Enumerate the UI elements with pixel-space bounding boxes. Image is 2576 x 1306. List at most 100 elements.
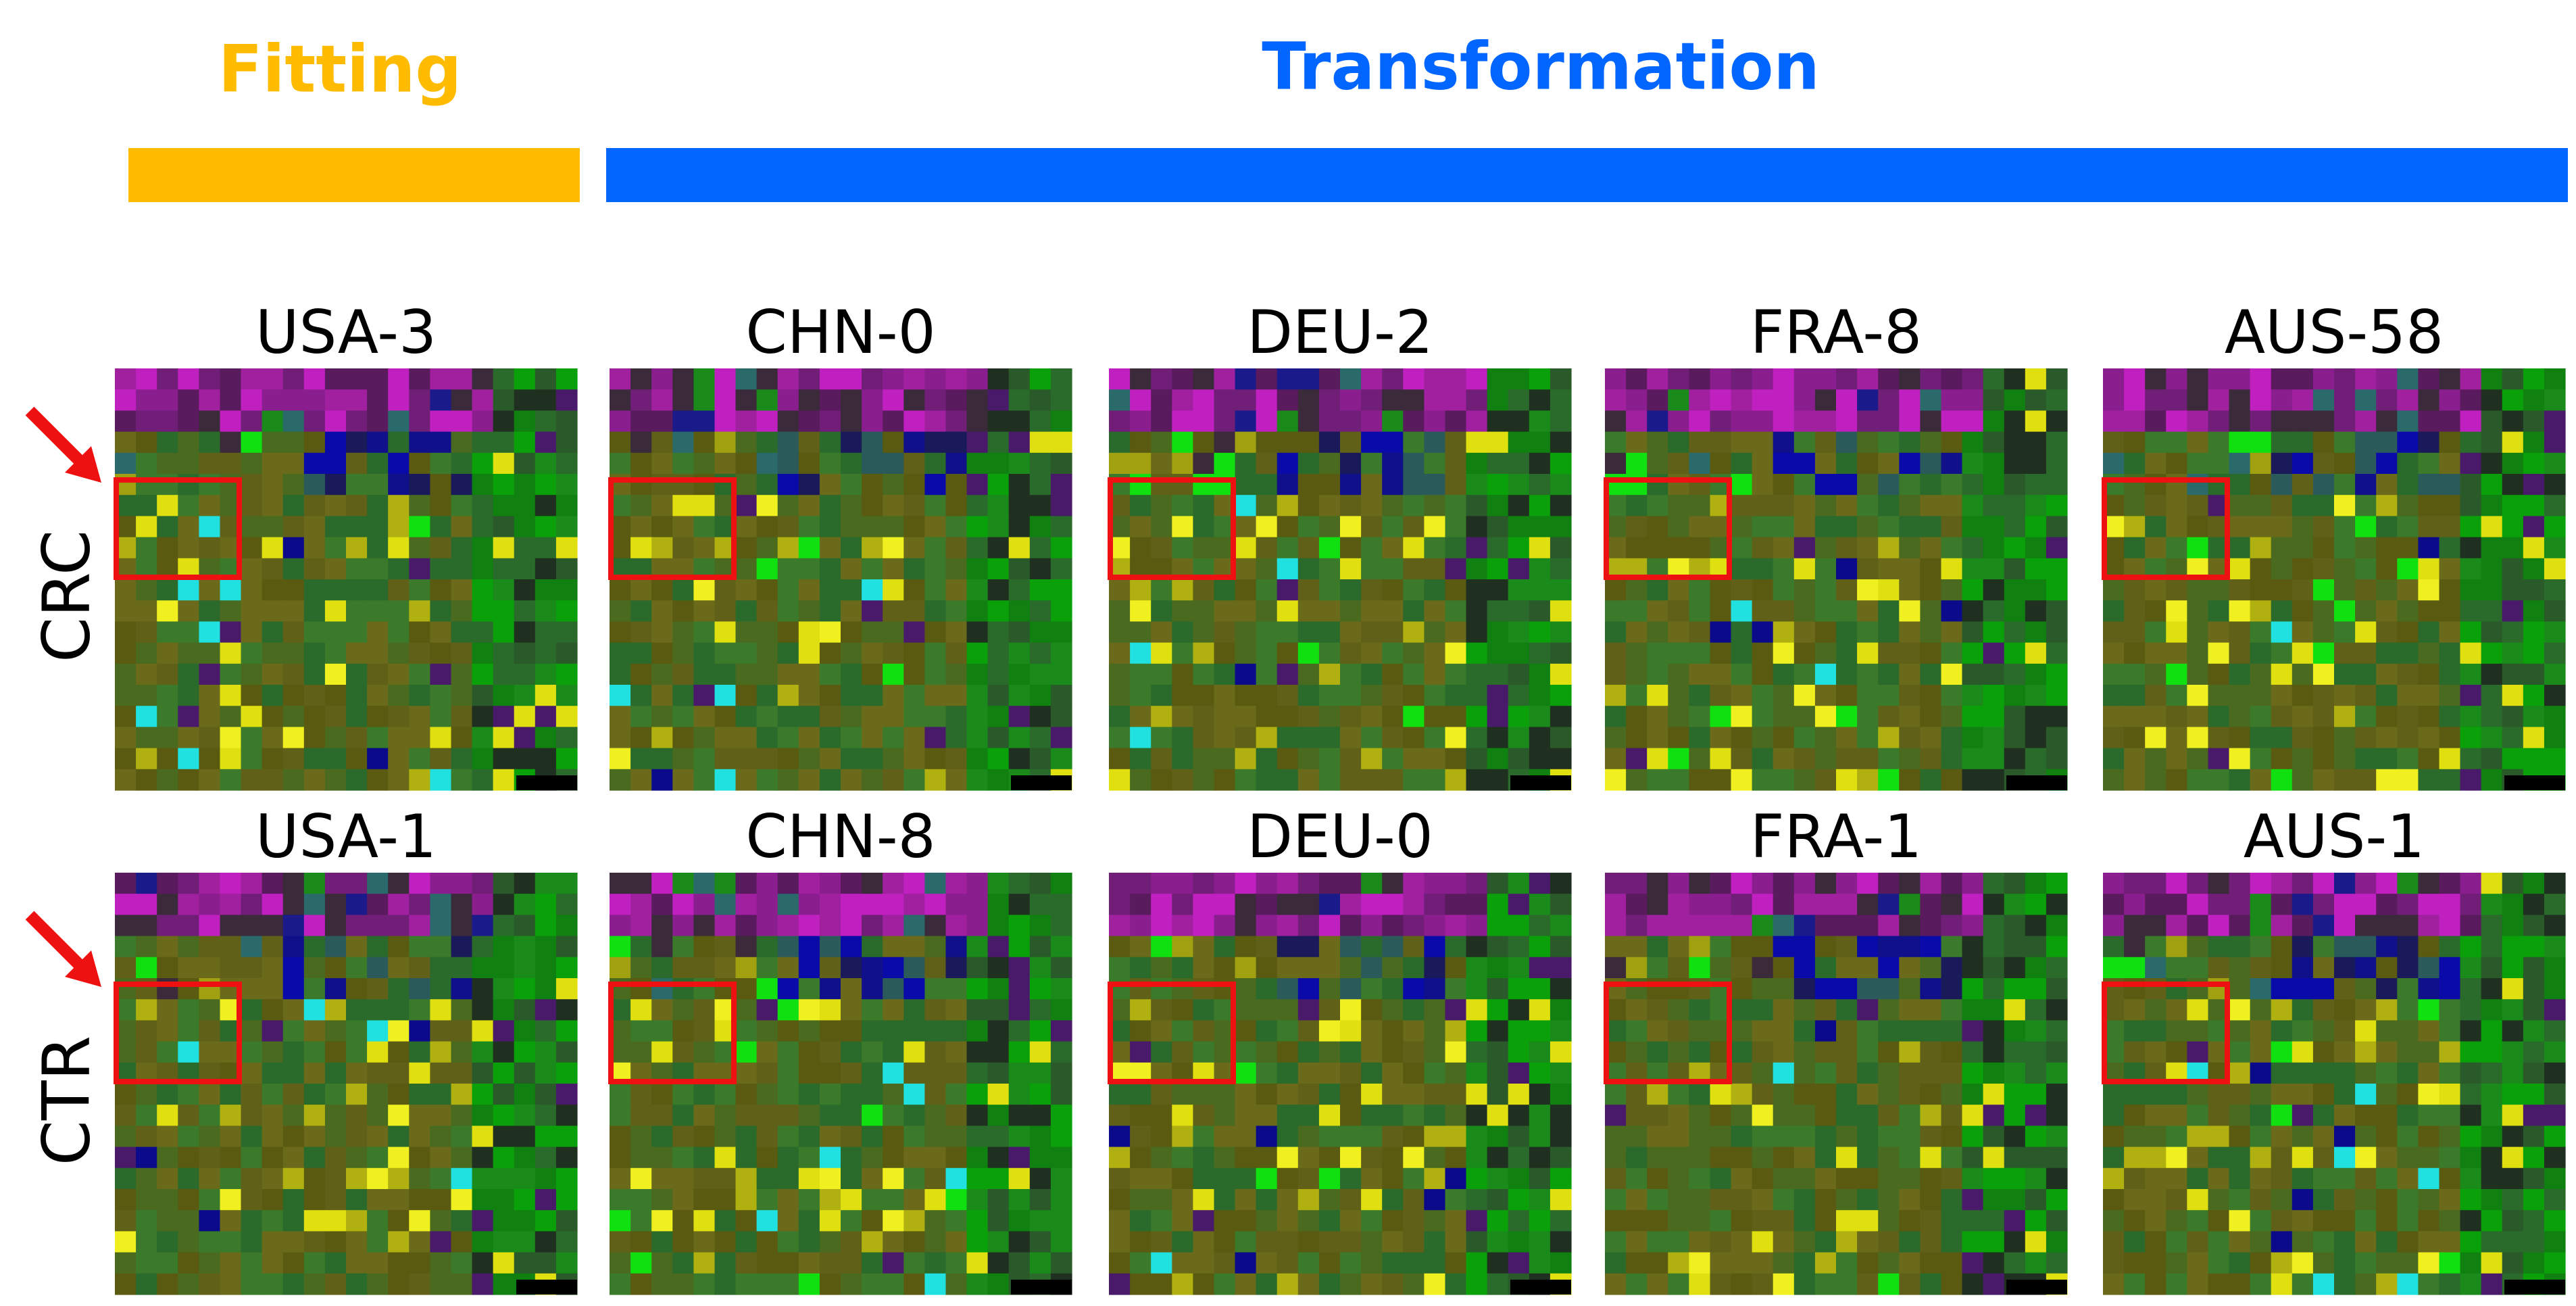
pixel	[2166, 642, 2187, 664]
pixel	[2025, 368, 2047, 390]
pixel	[1941, 1126, 1963, 1148]
pixel	[555, 1167, 578, 1190]
pixel	[262, 727, 284, 749]
pixel	[199, 516, 221, 538]
pixel	[735, 999, 758, 1021]
pixel	[430, 1020, 452, 1042]
pixel	[1487, 685, 1509, 706]
pixel	[1193, 1084, 1215, 1105]
pixel	[1647, 495, 1668, 516]
pixel	[924, 474, 947, 495]
pixel	[2004, 1189, 2026, 1211]
pixel	[945, 1273, 968, 1295]
pixel	[367, 894, 389, 915]
pixel	[2124, 915, 2146, 937]
pixel	[2502, 936, 2524, 958]
pixel	[1297, 769, 1320, 791]
pixel	[1983, 642, 2005, 664]
pixel	[945, 495, 968, 516]
pixel	[2103, 410, 2125, 433]
pixel	[1899, 936, 1921, 958]
pixel	[1752, 368, 1774, 390]
pixel	[2439, 1252, 2461, 1274]
pixel	[2397, 495, 2419, 516]
pixel	[1550, 1020, 1572, 1042]
pixel	[610, 936, 631, 958]
pixel	[2187, 1020, 2209, 1042]
pixel	[735, 748, 758, 770]
pixel	[1050, 579, 1072, 601]
pixel	[1130, 1146, 1151, 1169]
pixel	[262, 410, 284, 433]
pixel	[819, 727, 841, 749]
pixel	[883, 999, 904, 1021]
pixel	[1793, 516, 1816, 538]
pixel	[1050, 558, 1072, 580]
pixel	[535, 706, 557, 727]
pixel	[1382, 915, 1404, 937]
pixel	[451, 516, 473, 538]
pixel	[2292, 516, 2314, 538]
pixel	[282, 368, 305, 390]
pixel	[262, 1020, 284, 1042]
pixel	[1814, 1189, 1837, 1211]
pixel	[2103, 642, 2125, 664]
pixel	[2460, 706, 2482, 727]
pixel	[1941, 642, 1963, 664]
pixel	[1297, 957, 1320, 979]
pixel	[1752, 579, 1774, 601]
pixel	[2397, 537, 2419, 559]
pixel	[1962, 642, 1984, 664]
pixel	[514, 621, 536, 644]
pixel	[1878, 642, 1900, 664]
pixel	[2439, 957, 2461, 979]
pixel	[493, 1273, 515, 1295]
pixel	[388, 1062, 410, 1084]
pixel	[987, 1210, 1010, 1232]
pixel	[2046, 894, 2068, 915]
pixel	[1235, 1105, 1257, 1126]
pixel	[1487, 1210, 1509, 1232]
pixel	[1445, 894, 1467, 915]
pixel	[1151, 368, 1172, 390]
pixel	[1340, 621, 1362, 644]
pixel	[2046, 558, 2068, 580]
pixel	[1941, 1084, 1963, 1105]
pixel	[1193, 1105, 1215, 1126]
pixel	[2460, 621, 2482, 644]
pixel	[1193, 474, 1215, 495]
pixel	[1814, 1252, 1837, 1274]
pixel	[1814, 516, 1837, 538]
pixel	[1029, 1084, 1051, 1105]
pixel	[966, 1146, 989, 1169]
pixel	[2523, 537, 2545, 559]
pixel	[1605, 1231, 1627, 1253]
pixel	[777, 1041, 799, 1063]
pixel	[388, 431, 410, 454]
pixel	[672, 873, 694, 894]
pixel	[1277, 410, 1299, 433]
pixel	[199, 936, 221, 958]
pixel	[535, 452, 557, 475]
pixel	[2439, 495, 2461, 516]
pixel	[987, 957, 1010, 979]
pixel	[2166, 873, 2187, 894]
pixel	[282, 474, 305, 495]
pixel	[2292, 999, 2314, 1021]
pixel	[2544, 706, 2566, 727]
pixel	[2208, 915, 2230, 937]
pixel	[2145, 663, 2166, 685]
pixel	[1878, 685, 1900, 706]
pixel	[1605, 748, 1627, 770]
pixel	[388, 1105, 410, 1126]
pixel	[2355, 1062, 2377, 1084]
pixel	[2124, 894, 2146, 915]
panel-title: CHN-8	[745, 802, 935, 871]
pixel	[1340, 452, 1362, 475]
pixel	[2250, 431, 2272, 454]
pixel	[2145, 1020, 2166, 1042]
pixel	[409, 516, 430, 538]
pixel	[1109, 706, 1131, 727]
pixel	[1318, 915, 1341, 937]
pixel	[1899, 1041, 1921, 1063]
